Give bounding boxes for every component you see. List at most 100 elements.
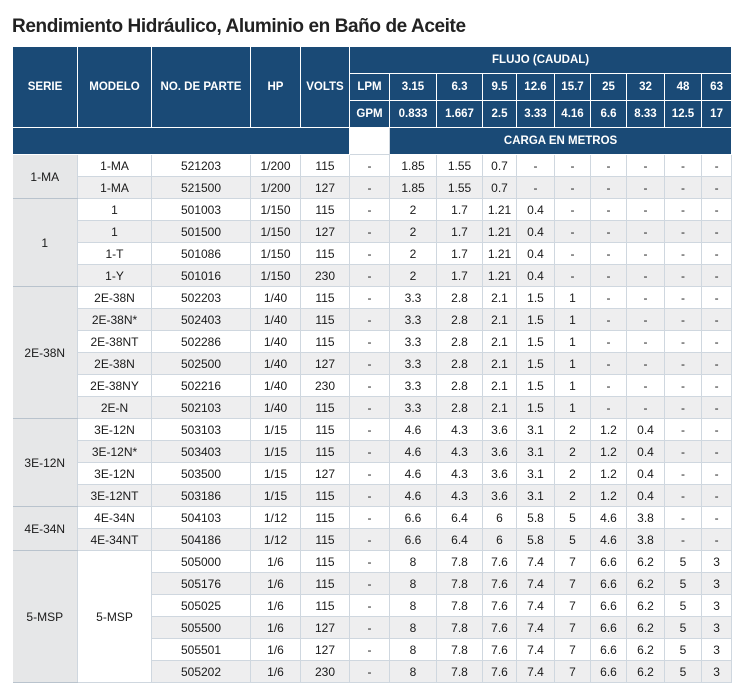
head-meters-cell: 6.6 xyxy=(590,594,627,617)
table-row: 505025 1/6 115-8 7.8 7.6 7.4 7 6.6 6.2 5 3 xyxy=(13,594,733,617)
volts-cell: 230 xyxy=(300,264,350,287)
head-meters-cell: - xyxy=(590,176,627,199)
head-meters-cell: - xyxy=(626,176,665,199)
table-row: 505202 1/6 230-8 7.8 7.6 7.4 7 6.6 6.2 5 3 xyxy=(13,660,733,683)
head-meters-cell: 2.8 xyxy=(436,352,483,375)
part-number-cell: 502500 xyxy=(151,352,251,375)
head-meters-cell: 0.7 xyxy=(482,176,517,199)
head-meters-cell: 8 xyxy=(389,572,437,595)
head-meters-cell: 7.4 xyxy=(516,550,555,573)
head-meters-cell: - xyxy=(590,352,627,375)
table-row: 2E-38N 2E-38N 502203 1/40 115-3.3 2.8 2.1 1.5 1-… xyxy=(12,286,733,419)
hp-cell: 1/40 xyxy=(250,308,301,331)
header-no-parte: NO. DE PARTE xyxy=(151,46,251,128)
head-meters-cell: - xyxy=(701,330,733,353)
head-meters-cell: - xyxy=(590,264,627,287)
modelo-cell: 1-MA xyxy=(77,154,152,177)
hp-cell: 1/15 xyxy=(250,462,301,485)
head-meters-cell: 3 xyxy=(701,616,733,639)
head-meters-cell: 1.5 xyxy=(516,396,555,419)
flow-dash-cell: - xyxy=(349,594,390,617)
part-number-cell: 505025 xyxy=(151,594,251,617)
modelo-cell: 1-T xyxy=(77,242,152,265)
gpm-value: 0.833 xyxy=(389,100,437,128)
head-meters-cell: 6 xyxy=(482,528,517,551)
head-meters-cell: - xyxy=(701,484,733,507)
flow-dash-cell: - xyxy=(349,484,390,507)
flow-dash-cell: - xyxy=(349,220,390,243)
head-meters-cell: - xyxy=(701,506,733,529)
table-row: 3E-12N 3E-12N 503103 1/15 115-4.6 4.3 3.6 3.1 2 1… xyxy=(12,418,733,507)
head-meters-cell: 5 xyxy=(664,660,702,683)
head-meters-cell: - xyxy=(664,154,702,177)
head-meters-cell: 6.6 xyxy=(590,572,627,595)
lpm-value: 15.7 xyxy=(554,73,591,101)
volts-cell: 115 xyxy=(300,550,350,573)
head-meters-cell: 2.1 xyxy=(482,352,517,375)
head-meters-cell: - xyxy=(664,242,702,265)
head-meters-cell: 1 xyxy=(554,396,591,419)
head-meters-cell: 7.4 xyxy=(516,594,555,617)
head-meters-cell: - xyxy=(626,154,665,177)
hp-cell: 1/150 xyxy=(250,242,301,265)
head-meters-cell: 4.6 xyxy=(389,484,437,507)
flow-dash-cell: - xyxy=(349,264,390,287)
head-meters-cell: 3.3 xyxy=(389,374,437,397)
part-number-cell: 521203 xyxy=(151,154,251,177)
head-meters-cell: - xyxy=(701,396,733,419)
head-meters-cell: - xyxy=(626,352,665,375)
table-row: 1-MA 1-MA 521203 1/200 115-1.85 1.55 0.7- - - - - - xyxy=(12,154,733,199)
head-meters-cell: - xyxy=(554,264,591,287)
head-meters-cell: 4.6 xyxy=(389,462,437,485)
gpm-value: 6.6 xyxy=(590,100,627,128)
table-row: 1 1 501003 1/150 115-2 1.7 1.21 0.4- - - - - xyxy=(12,198,733,287)
head-meters-cell: - xyxy=(554,198,591,221)
volts-cell: 115 xyxy=(300,242,350,265)
hp-cell: 1/12 xyxy=(250,528,301,551)
head-meters-cell: 1 xyxy=(554,286,591,309)
head-meters-cell: - xyxy=(554,220,591,243)
head-meters-cell: 5 xyxy=(664,594,702,617)
part-number-cell: 501086 xyxy=(151,242,251,265)
volts-cell: 115 xyxy=(300,528,350,551)
volts-cell: 115 xyxy=(300,594,350,617)
volts-cell: 127 xyxy=(300,352,350,375)
head-meters-cell: 1.2 xyxy=(590,462,627,485)
hp-cell: 1/15 xyxy=(250,418,301,441)
table-row: 2E-N 502103 1/40 115-3.3 2.8 2.1 1.5 1- - - - xyxy=(13,396,733,419)
head-meters-cell: 4.3 xyxy=(436,418,483,441)
volts-cell: 127 xyxy=(300,616,350,639)
head-meters-cell: - xyxy=(664,484,702,507)
head-meters-cell: - xyxy=(590,154,627,177)
head-meters-cell: 2.8 xyxy=(436,286,483,309)
serie-cell: 1 xyxy=(12,198,78,287)
head-meters-cell: - xyxy=(626,286,665,309)
part-number-cell: 504186 xyxy=(151,528,251,551)
volts-cell: 230 xyxy=(300,660,350,683)
head-meters-cell: 1.21 xyxy=(482,264,517,287)
head-meters-cell: 1.5 xyxy=(516,374,555,397)
head-meters-cell: - xyxy=(590,220,627,243)
head-meters-cell: 2 xyxy=(389,242,437,265)
hp-cell: 1/150 xyxy=(250,198,301,221)
head-meters-cell: 3 xyxy=(701,638,733,661)
table-row: 3E-12N 503500 1/15 127-4.6 4.3 3.6 3.1 2 1.2 0.4-… xyxy=(13,462,733,485)
hp-cell: 1/6 xyxy=(250,616,301,639)
flow-dash-cell: - xyxy=(349,638,390,661)
part-number-cell: 502203 xyxy=(151,286,251,309)
head-meters-cell: 5 xyxy=(554,528,591,551)
head-meters-cell: - xyxy=(664,330,702,353)
head-meters-cell: 1 xyxy=(554,352,591,375)
head-meters-cell: 5.8 xyxy=(516,528,555,551)
lpm-value: 32 xyxy=(626,73,665,101)
hydraulic-performance-table: SERIE MODELO NO. DE PARTE HP VOLTS FLUJO… xyxy=(12,46,733,683)
table-row: 505500 1/6 127-8 7.8 7.6 7.4 7 6.6 6.2 5 3 xyxy=(13,616,733,639)
head-meters-cell: - xyxy=(664,374,702,397)
head-meters-cell: 4.3 xyxy=(436,484,483,507)
head-meters-cell: 1.55 xyxy=(436,154,483,177)
head-meters-cell: 2.1 xyxy=(482,330,517,353)
header-flujo: FLUJO (CAUDAL) xyxy=(348,46,733,74)
head-meters-cell: 1 xyxy=(554,308,591,331)
volts-cell: 127 xyxy=(300,176,350,199)
head-meters-cell: 7.4 xyxy=(516,660,555,683)
